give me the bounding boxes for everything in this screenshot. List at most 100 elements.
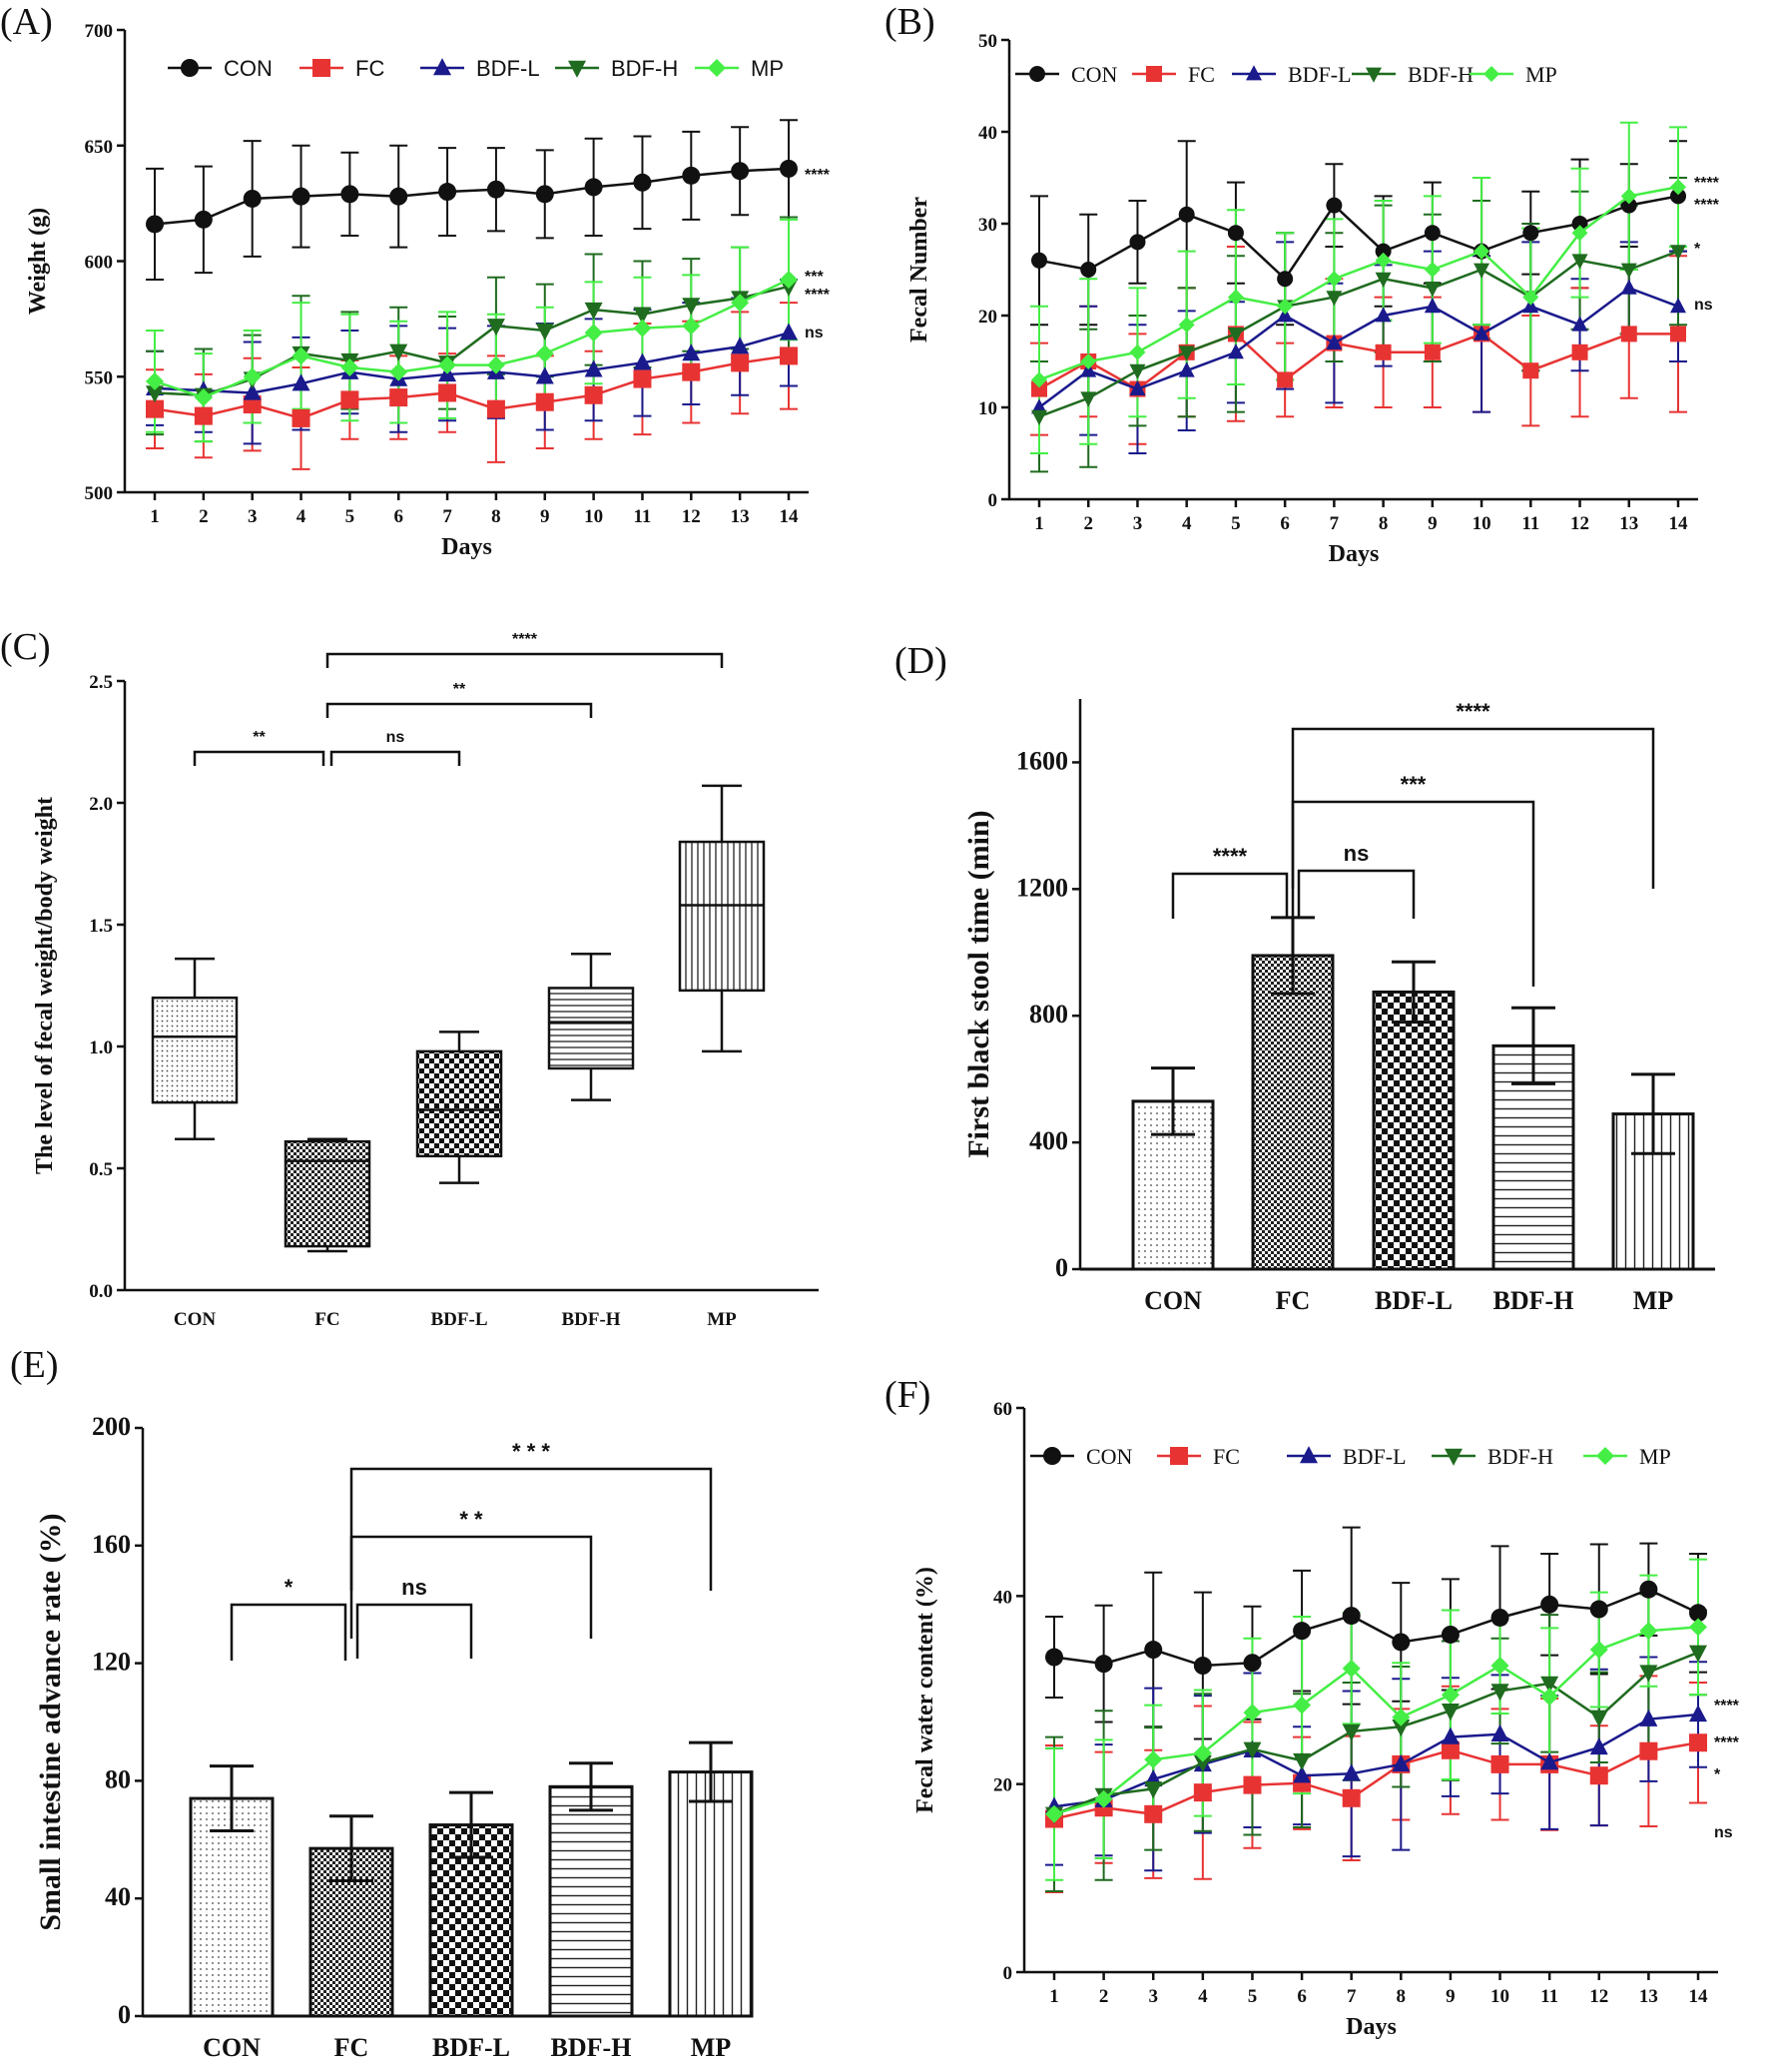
data-point-CON	[292, 187, 310, 206]
legend-marker-MP	[708, 59, 726, 77]
data-point-BDF-L	[1670, 298, 1686, 314]
data-point-FC	[1571, 344, 1588, 360]
data-point-MP	[1589, 1641, 1608, 1660]
panel-e-label: (E)	[10, 1344, 59, 1386]
comparison-bracket	[325, 702, 593, 718]
chart-c: 0.0 0.5 1.0 1.5 2.0 2.5 CON FC BDF-L BDF-H MP The …	[32, 631, 819, 1330]
data-point-BDF-L	[780, 323, 798, 341]
y-tick-label: 80	[105, 1764, 131, 1793]
legend-marker-BDF-L	[1246, 65, 1262, 81]
data-point-BDF-H	[1080, 391, 1097, 407]
data-point-FC	[194, 406, 213, 425]
data-point-FC	[1424, 344, 1441, 360]
x-tick-label: FC	[1276, 1286, 1311, 1315]
y-tick-label: 60	[993, 1399, 1012, 1420]
x-tick-label: 5	[1231, 513, 1241, 534]
data-point-MP	[194, 388, 213, 407]
x-tick-label: CON	[174, 1309, 217, 1330]
data-point-BDF-H	[1639, 1665, 1658, 1683]
x-tick-label: 4	[296, 506, 306, 527]
legend-label-CON: CON	[1086, 1444, 1133, 1469]
x-tick-label: 3	[248, 506, 258, 527]
y-tick-label: 500	[85, 483, 114, 504]
y-tick-label: 1200	[1016, 873, 1068, 902]
data-point-BDF-H	[1589, 1710, 1608, 1727]
y-tick-label: 0	[1055, 1253, 1068, 1282]
data-point-MP	[438, 355, 457, 374]
comparison-label: *	[285, 1575, 294, 1600]
data-point-FC	[146, 399, 164, 418]
x-tick-label: 1	[1049, 1986, 1059, 2007]
data-point-MP	[1293, 1696, 1312, 1715]
y-tick-label: 30	[978, 215, 997, 236]
bar-CON	[189, 1796, 275, 2018]
x-tick-label: 9	[1428, 513, 1438, 534]
data-point-MP	[1031, 371, 1047, 388]
series-line-CON	[1038, 195, 1679, 282]
data-point-BDF-L	[1424, 298, 1441, 314]
comparison-bracket	[349, 1467, 713, 1591]
data-point-MP	[1424, 262, 1441, 278]
data-point-BDF-H	[633, 307, 652, 325]
x-tick-label: 13	[1619, 513, 1638, 534]
legend-marker-FC	[1170, 1447, 1188, 1465]
legend-label-BDF-L: BDF-L	[476, 56, 540, 81]
data-point-CON	[194, 210, 213, 229]
data-point-FC	[1031, 380, 1047, 397]
comparison-bracket	[325, 652, 724, 668]
data-point-BDF-L	[1441, 1727, 1460, 1744]
data-point-CON	[1375, 243, 1392, 260]
data-point-MP	[243, 367, 262, 386]
data-point-CON	[486, 180, 505, 199]
data-point-CON	[780, 159, 798, 178]
legend-label-BDF-H: BDF-H	[1487, 1444, 1553, 1469]
data-point-BDF-H	[1178, 345, 1195, 361]
data-point-MP	[1193, 1743, 1212, 1762]
significance-label: ns	[1694, 297, 1713, 314]
x-tick-label: BDF-H	[551, 2033, 632, 2062]
data-point-FC	[535, 392, 554, 411]
data-point-BDF-L	[1178, 361, 1195, 377]
box-FC	[284, 1139, 371, 1248]
significance-label: ns	[1714, 1824, 1733, 1841]
data-point-BDF-H	[389, 344, 408, 361]
x-tick-label: 10	[584, 506, 603, 527]
x-tick-label: 4	[1198, 1986, 1208, 2007]
comparison-bracket	[1291, 800, 1535, 987]
significance-label: ****	[1714, 1698, 1740, 1715]
data-point-MP	[1080, 353, 1097, 369]
x-tick-label: CON	[203, 2033, 261, 2062]
data-point-CON	[1080, 262, 1097, 278]
data-point-CON	[1243, 1654, 1262, 1673]
comparison-label: ns	[386, 729, 405, 746]
data-point-MP	[1620, 188, 1637, 205]
data-point-MP	[1689, 1618, 1707, 1637]
data-point-MP	[780, 271, 798, 290]
data-point-MP	[584, 324, 603, 343]
data-point-BDF-L	[1080, 361, 1097, 377]
data-point-BDF-H	[1473, 263, 1490, 279]
x-tick-label: 6	[1297, 1986, 1307, 2007]
legend-label-FC: FC	[1188, 62, 1215, 87]
data-point-CON	[1045, 1648, 1063, 1667]
x-tick-label: 1	[150, 506, 160, 527]
y-axis-title: The level of fecal weight/body weight	[32, 797, 58, 1174]
data-point-MP	[292, 346, 310, 365]
data-point-CON	[633, 173, 652, 192]
data-point-CON	[584, 178, 603, 197]
data-point-MP	[1045, 1804, 1063, 1823]
x-tick-label: 9	[540, 506, 550, 527]
significance-label: ****	[1694, 197, 1720, 214]
y-tick-label: 550	[85, 367, 114, 388]
x-tick-label: 5	[345, 506, 355, 527]
data-point-FC	[1193, 1783, 1212, 1802]
data-point-MP	[1178, 317, 1195, 334]
data-point-BDF-L	[1639, 1709, 1658, 1727]
y-axis-title: Small intestine advance rate (%)	[34, 1513, 67, 1930]
comparison-label: ns	[1344, 841, 1370, 866]
data-point-BDF-H	[584, 302, 603, 321]
x-tick-label: 3	[1133, 513, 1143, 534]
legend-label-BDF-H: BDF-H	[1408, 62, 1473, 87]
data-point-BDF-H	[682, 298, 701, 316]
